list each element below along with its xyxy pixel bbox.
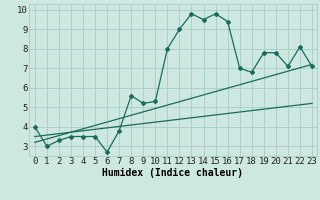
X-axis label: Humidex (Indice chaleur): Humidex (Indice chaleur) bbox=[102, 168, 243, 178]
